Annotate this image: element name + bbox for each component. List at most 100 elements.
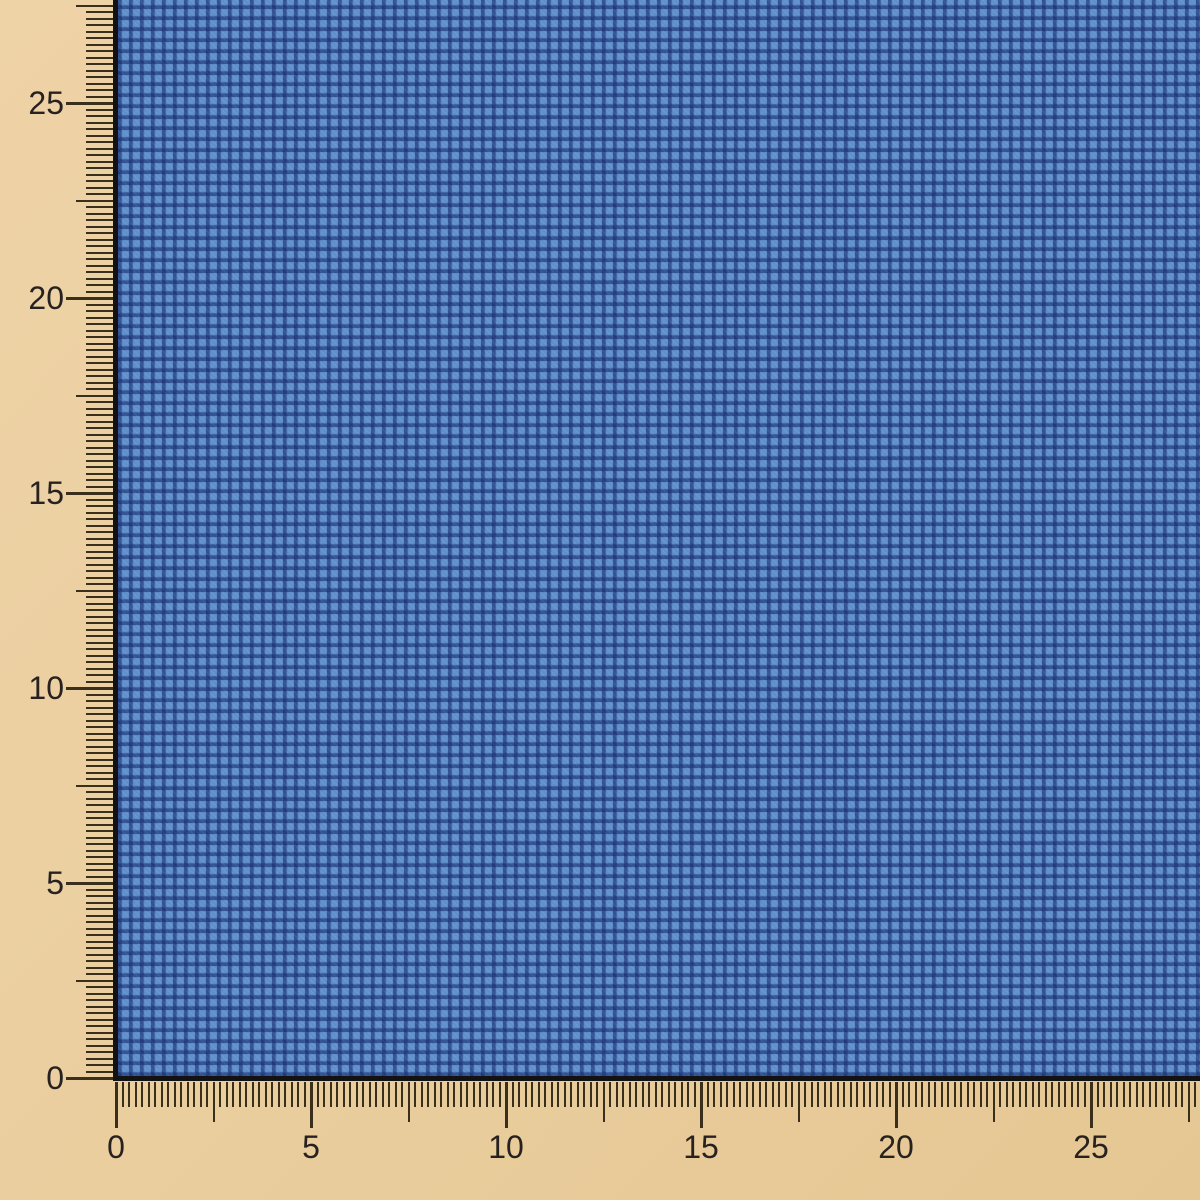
ruler-tick [86,160,113,163]
ruler-tick [888,1082,891,1107]
ruler-tick [86,745,113,748]
ruler-tick [966,1082,969,1107]
ruler-tick [86,823,113,826]
ruler-tick [86,154,113,156]
ruler-tick [485,1082,488,1107]
ruler-tick [86,310,113,312]
ruler-tick [86,505,113,507]
ruler-tick [86,921,113,923]
ruler-tick [86,719,113,722]
ruler-tick [674,1082,676,1107]
ruler-tick [557,1082,559,1107]
ruler-tick [86,381,113,384]
ruler-tick [732,1082,735,1107]
ruler-tick [986,1082,988,1107]
ruler-tick [524,1082,527,1107]
ruler-tick [86,901,113,904]
ruler-tick [193,1082,195,1107]
ruler-tick [329,1082,332,1107]
ruler-tick [641,1082,644,1107]
ruler-tick [745,1082,748,1107]
ruler-tick [1122,1082,1125,1107]
ruler-tick [86,1070,113,1073]
ruler-tick [1181,1082,1183,1107]
ruler-tick [86,570,113,572]
ruler-tick [973,1082,975,1107]
ruler-tick [245,1082,247,1107]
ruler-tick [86,89,113,91]
ruler-tick [797,1082,800,1122]
fabric-bottom-edge-line [113,1076,1200,1081]
ruler-tick [86,869,113,871]
ruler-tick [86,583,113,585]
ruler-tick [86,953,113,956]
ruler-tick [999,1082,1001,1107]
ruler-tick [810,1082,813,1107]
ruler-tick [86,95,113,98]
ruler-tick [758,1082,761,1107]
ruler-tick [1038,1082,1040,1107]
ruler-tick [817,1082,819,1107]
ruler-tick [349,1082,351,1107]
ruler-tick [401,1082,403,1107]
ruler-tick [1109,1082,1112,1107]
ruler-tick [901,1082,904,1107]
ruler-tick [86,1044,113,1047]
ruler-tick [76,4,113,7]
ruler-tick [713,1082,715,1107]
ruler-tick [86,407,113,410]
ruler-tick [1168,1082,1170,1107]
ruler-tick [622,1082,624,1107]
ruler-tick [1155,1082,1157,1107]
ruler-tick [414,1082,416,1107]
ruler-tick [297,1082,299,1107]
ruler-tick [86,895,113,897]
ruler-tick [86,602,113,605]
ruler-tick [225,1082,228,1107]
ruler-label: 25 [28,85,64,121]
ruler-tick [836,1082,839,1107]
ruler-tick [1012,1082,1014,1107]
ruler-tick [86,635,113,637]
ruler-tick [1116,1082,1118,1107]
ruler-tick [76,394,113,397]
ruler-tick [76,784,113,787]
ruler-tick [86,277,113,280]
ruler-tick [687,1082,689,1107]
ruler-tick [86,433,113,436]
ruler-tick [1005,1082,1008,1107]
ruler-tick [693,1082,696,1107]
ruler-tick [394,1082,397,1107]
ruler-tick [368,1082,371,1107]
ruler-tick [86,615,113,618]
ruler-tick [86,810,113,813]
ruler-tick [446,1082,449,1107]
ruler-tick [719,1082,722,1107]
ruler-tick [86,440,113,442]
ruler-tick [86,50,113,52]
ruler-tick [453,1082,455,1107]
ruler-tick [765,1082,767,1107]
ruler-tick [934,1082,936,1107]
ruler-tick [86,680,113,683]
ruler-tick [667,1082,670,1107]
ruler-tick [154,1082,156,1107]
ruler-tick [472,1082,475,1107]
ruler-tick [86,453,113,455]
ruler-tick [1051,1082,1053,1107]
ruler-tick [699,1082,703,1128]
ruler-tick [537,1082,540,1107]
ruler-tick [570,1082,572,1107]
ruler-tick [752,1082,754,1107]
ruler-tick [882,1082,884,1107]
ruler-tick [1089,1082,1093,1128]
ruler-tick [186,1082,189,1107]
ruler-tick [66,491,113,495]
ruler-tick [86,596,113,598]
ruler-tick [596,1082,598,1107]
ruler-tick [86,245,113,247]
ruler-tick [86,251,113,254]
ruler-tick [420,1082,423,1107]
ruler-tick [927,1082,930,1107]
ruler-tick [661,1082,663,1107]
